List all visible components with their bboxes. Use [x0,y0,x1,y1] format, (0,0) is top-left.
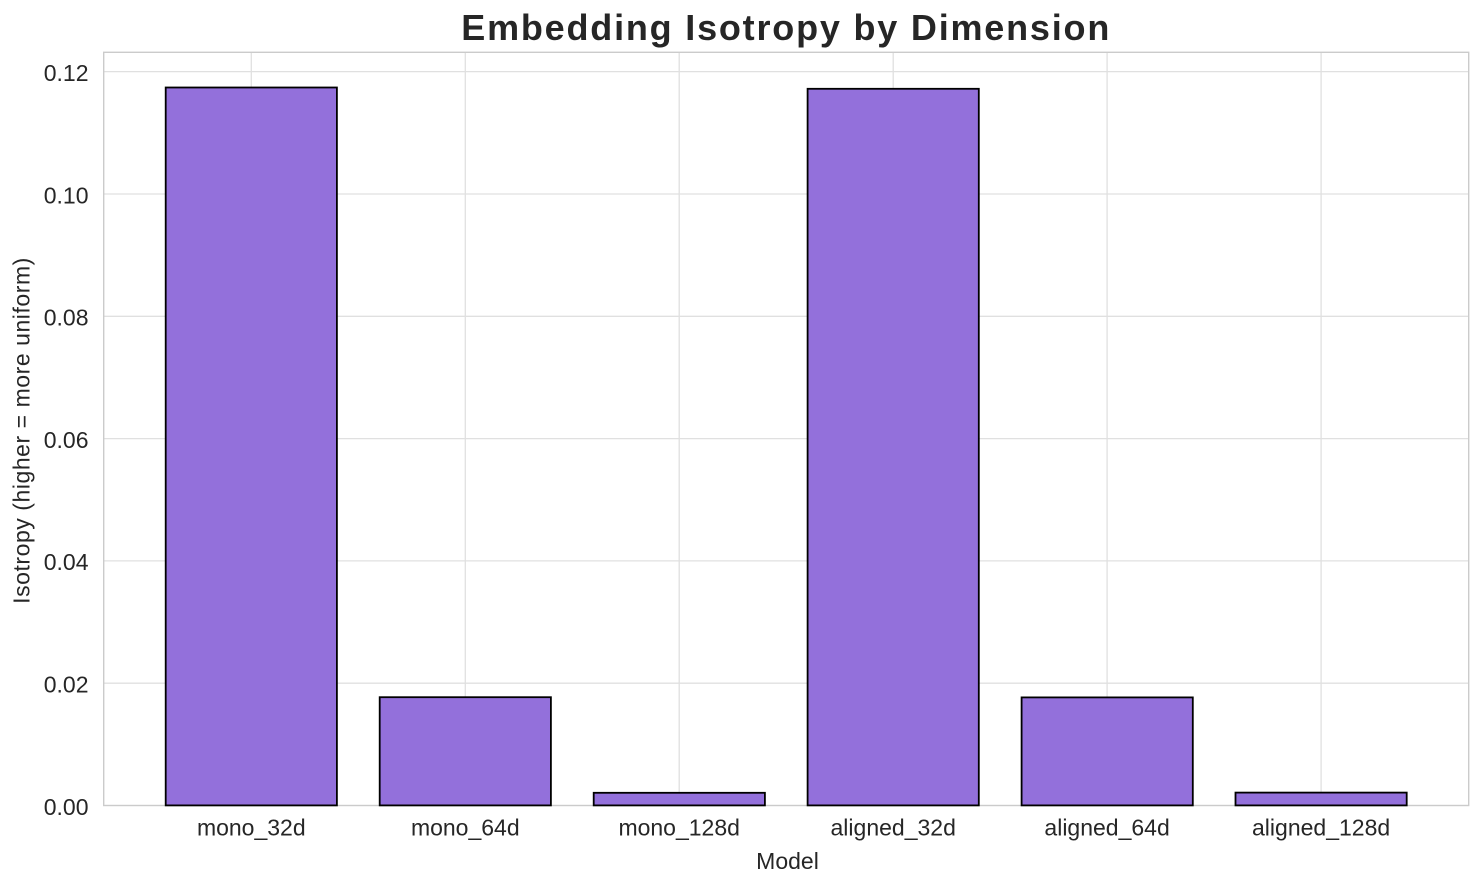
svg-text:0.00: 0.00 [44,794,89,820]
svg-text:aligned_64d: aligned_64d [1044,815,1169,841]
svg-text:mono_32d: mono_32d [197,815,306,841]
svg-text:aligned_32d: aligned_32d [831,815,956,841]
svg-text:0.02: 0.02 [44,672,89,698]
svg-text:mono_64d: mono_64d [411,815,520,841]
svg-text:Embedding Isotropy by Dimensio: Embedding Isotropy by Dimension [461,7,1111,48]
svg-text:mono_128d: mono_128d [618,815,740,841]
svg-text:aligned_128d: aligned_128d [1252,815,1390,841]
svg-text:0.06: 0.06 [44,427,89,453]
svg-text:0.08: 0.08 [44,305,89,331]
svg-text:0.04: 0.04 [44,549,89,575]
svg-text:0.10: 0.10 [44,182,89,208]
svg-text:0.12: 0.12 [44,60,89,86]
svg-text:Model: Model [756,848,819,874]
svg-text:Isotropy (higher = more unifor: Isotropy (higher = more uniform) [9,257,35,604]
